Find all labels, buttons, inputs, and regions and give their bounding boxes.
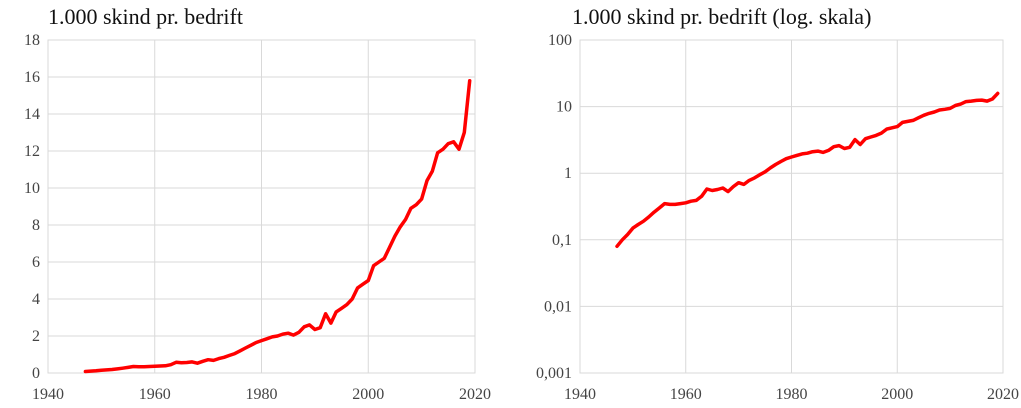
chart-title-left: 1.000 skind pr. bedrift [48,4,243,29]
left-plot-frame [47,39,476,374]
left-y-tick-label: 0 [32,365,40,382]
chart-title-right: 1.000 skind pr. bedrift (log. skala) [572,4,872,29]
left-y-tick-label: 6 [32,254,40,271]
right-series-line-0 [615,91,1000,249]
right-y-tick-label: 0,1 [552,232,572,249]
left-series-line-0 [83,78,472,374]
right-y-tick-label: 100 [548,32,572,49]
right-y-tick-label: 0,01 [544,298,572,315]
left-y-tick-label: 14 [24,106,40,123]
left-x-tick-label: 1980 [246,386,278,403]
left-y-tick-label: 18 [24,32,40,49]
right-x-tick-label: 1940 [564,386,596,403]
left-x-tick-label: 1940 [32,386,64,403]
left-y-tick-label: 10 [24,180,40,197]
left-x-tick-label: 1960 [139,386,171,403]
right-y-tick-label: 10 [556,99,572,116]
right-y-tick-label: 0,001 [536,365,572,382]
left-y-tick-label: 2 [32,328,40,345]
left-x-tick-label: 2000 [352,386,384,403]
right-x-tick-label: 2000 [881,386,913,403]
right-x-tick-label: 1960 [670,386,702,403]
right-y-tick-label: 1 [564,165,572,182]
left-y-tick-label: 12 [24,143,40,160]
left-y-tick-label: 16 [24,69,40,86]
right-x-tick-label: 2020 [987,386,1019,403]
right-x-tick-label: 1980 [776,386,808,403]
left-x-tick-label: 2020 [459,386,491,403]
left-y-tick-label: 8 [32,217,40,234]
right-plot-frame [579,39,1004,374]
left-y-tick-label: 4 [32,291,40,308]
